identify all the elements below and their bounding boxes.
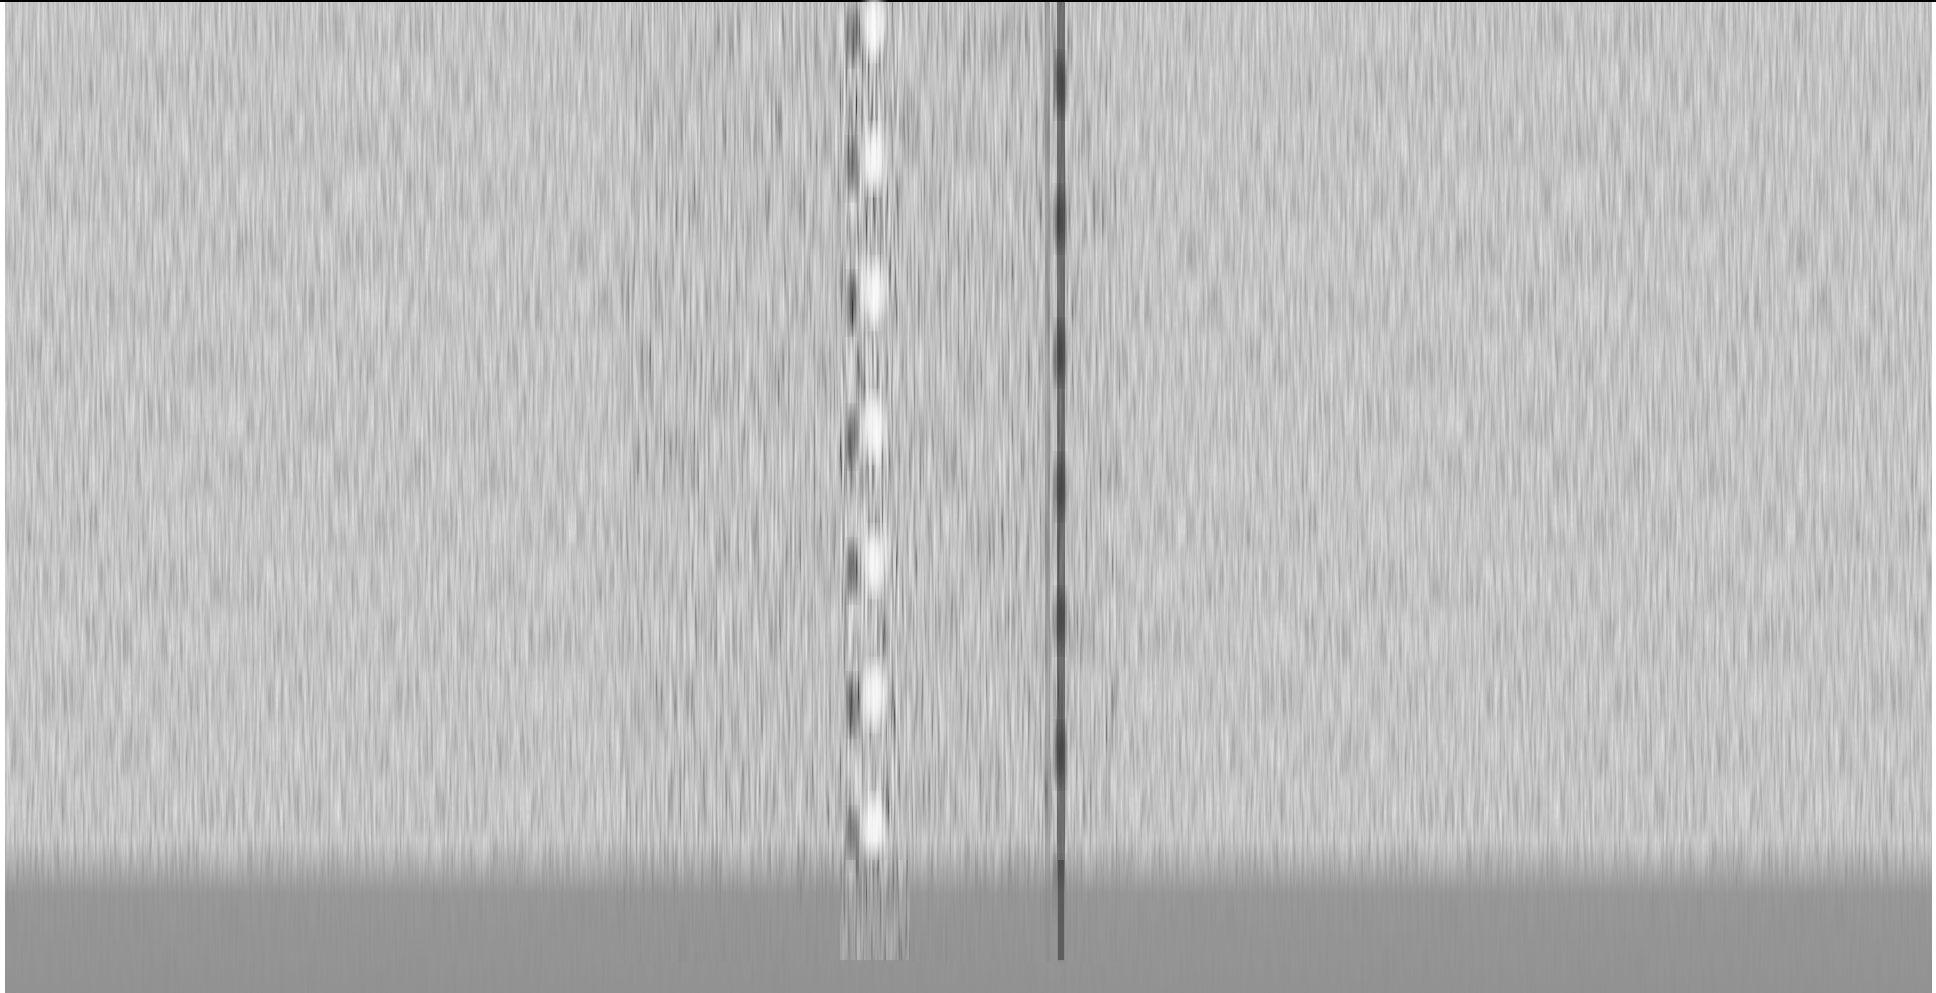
dark-line-secondary: [1045, 2, 1050, 962]
bright-blob: [863, 395, 885, 459]
faint-blob: [739, 177, 751, 221]
faint-blob: [739, 43, 751, 87]
dark-line: [1057, 2, 1065, 962]
bright-blob: [863, 127, 885, 191]
bright-blob: [863, 663, 885, 727]
faint-blob: [739, 579, 751, 623]
dark-blob: [846, 409, 858, 465]
bottom-band: [840, 860, 910, 960]
dark-blob: [846, 677, 858, 733]
bright-blob: [863, 529, 885, 593]
dark-blob: [846, 7, 858, 63]
dark-blob: [846, 275, 858, 331]
page-body: (() => { JSON.parse(document.getElementB…: [0, 0, 1936, 993]
faint-blob: [739, 713, 751, 757]
top-border: [0, 0, 1936, 2]
page: {} html, body { margin: 0; padding: 0; w…: [0, 0, 1936, 993]
bright-blob: [863, 261, 885, 325]
noise-image: [0, 0, 1936, 993]
faint-blob: [739, 311, 751, 355]
faint-blob: [739, 445, 751, 489]
bottom-region: [5, 840, 1932, 993]
dark-blob: [846, 543, 858, 599]
dark-blob: [846, 141, 858, 197]
bottom-dark-line: [1058, 860, 1064, 960]
